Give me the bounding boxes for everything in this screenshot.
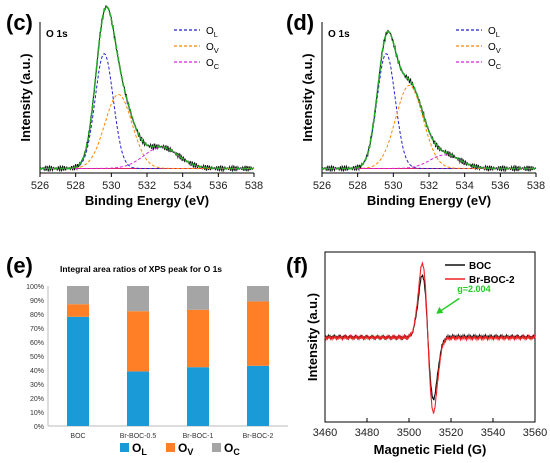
x-axis-title: Magnetic Field (G) (374, 442, 487, 457)
epr-panel-f: 3460 3480 3500 3520 3540 3560 Magnetic Field (… (305, 251, 547, 457)
legend-label: OL (206, 26, 218, 39)
x-axis-title: Binding Energy (eV) (85, 193, 209, 208)
y-tick-label: 70% (30, 326, 44, 333)
y-tick-label: 90% (30, 298, 44, 305)
x-tick-label: Br-BOC-1 (183, 433, 214, 440)
x-tick-label: Br-BOC-0.5 (120, 433, 157, 440)
legend-label: OV (178, 441, 193, 457)
component-line-o-v (40, 93, 254, 169)
x-tick-label: 530 (102, 180, 120, 192)
x-tick-label: 3560 (523, 427, 547, 439)
annotation-arrow-head (436, 306, 444, 314)
x-tick-label: 532 (138, 180, 156, 192)
x-tick-label: 528 (66, 180, 84, 192)
x-tick-label: 538 (527, 180, 545, 192)
panel-title: Integral area ratios of XPS peak for O 1… (60, 264, 222, 274)
y-tick-label: 60% (30, 340, 44, 347)
y-tick-label: 10% (30, 410, 44, 417)
y-tick-label: 30% (30, 382, 44, 389)
x-tick-label: 538 (245, 180, 263, 192)
bar-o-l-1 (127, 371, 149, 426)
component-line-o-c (322, 154, 536, 169)
bar-o-v-3 (247, 301, 269, 366)
panel-title: O 1s (328, 29, 350, 40)
raw-data-line (39, 5, 255, 173)
y-tick-label: 40% (30, 368, 44, 375)
x-tick-label: 532 (420, 180, 438, 192)
bar-o-l-3 (247, 365, 269, 426)
legend-label: BOC (469, 261, 491, 272)
x-tick-label: 3520 (439, 427, 463, 439)
bar-o-v-2 (187, 309, 209, 368)
x-tick-label: 526 (31, 180, 49, 192)
component-line-o-l (40, 53, 254, 169)
component-line-o-v (322, 84, 536, 169)
legend-label: OV (488, 42, 501, 55)
legend-label: OC (488, 58, 502, 71)
bar-o-c-2 (187, 286, 209, 310)
panel-label-f: (f) (286, 253, 308, 278)
legend-label: OV (206, 42, 219, 55)
x-tick-label: 528 (348, 180, 366, 192)
component-line-o-l (322, 53, 536, 169)
x-tick-label: 3500 (397, 427, 421, 439)
xps-panel-c: 526 528 530 532 534 536 538 Binding Energy (eV)… (18, 5, 263, 208)
bar-o-l-0 (67, 316, 89, 426)
fit-envelope-line (40, 5, 254, 170)
annotation-arrow-shaft (438, 297, 460, 313)
y-tick-label: 0% (34, 424, 44, 431)
legend-label: OC (224, 441, 240, 457)
panel-label-c: (c) (6, 10, 33, 35)
y-axis-title: Intensity (a.u.) (300, 53, 315, 141)
xps-panel-d: 526 528 530 532 534 536 538 Binding Energy (eV)… (300, 22, 545, 208)
x-tick-label: BOC (70, 433, 85, 440)
fit-envelope-line (322, 30, 536, 170)
legend-label: OL (488, 26, 500, 39)
bar-o-c-1 (127, 286, 149, 312)
bar-o-v-1 (127, 311, 149, 372)
x-tick-label: 3540 (481, 427, 505, 439)
bar-o-l-2 (187, 367, 209, 426)
y-tick-label: 100% (26, 284, 44, 291)
bar-o-c-0 (67, 286, 89, 305)
x-tick-label: 3460 (313, 427, 337, 439)
epr-line-br-boc-2 (324, 261, 536, 414)
bar-o-v-0 (67, 304, 89, 317)
y-tick-label: 20% (30, 396, 44, 403)
bar-panel-e: 0% 10% 20% 30% 40% 50% 60% 70% 80% 90% 100% Integra… (26, 264, 288, 457)
legend-swatch (120, 443, 129, 452)
y-tick-label: 50% (30, 354, 44, 361)
x-tick-label: 3480 (355, 427, 379, 439)
panel-title: O 1s (46, 29, 68, 40)
bar-o-c-3 (247, 286, 269, 302)
x-tick-label: 536 (491, 180, 509, 192)
panel-label-e: (e) (6, 253, 33, 278)
x-tick-label: 534 (455, 180, 473, 192)
x-tick-label: 526 (313, 180, 331, 192)
y-axis-title: Intensity (a.u.) (18, 53, 33, 141)
legend-label: OL (132, 441, 147, 457)
legend-swatch (166, 443, 175, 452)
component-line-o-c (40, 146, 254, 169)
y-axis-title: Intensity (a.u.) (305, 293, 320, 381)
legend-swatch (212, 443, 221, 452)
x-tick-label: 536 (209, 180, 227, 192)
x-axis-title: Binding Energy (eV) (367, 193, 491, 208)
x-tick-label: Br-BOC-2 (243, 433, 274, 440)
g-value-annotation: g=2.004 (457, 284, 490, 294)
x-tick-label: 534 (173, 180, 191, 192)
legend-label: OC (206, 58, 220, 71)
y-tick-label: 80% (30, 312, 44, 319)
panel-label-d: (d) (286, 10, 314, 35)
legend-label: Br-BOC-2 (469, 275, 515, 286)
raw-data-line (321, 29, 537, 173)
x-tick-label: 530 (384, 180, 402, 192)
